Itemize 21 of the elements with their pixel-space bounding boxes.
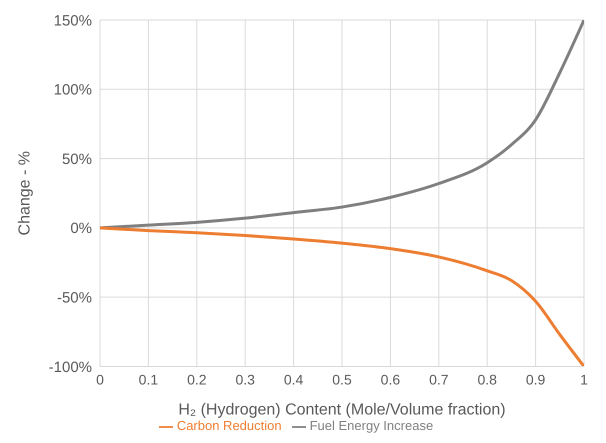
x-tick-label: 0.5 (332, 371, 352, 388)
x-tick-label: 0.2 (187, 371, 207, 388)
y-tick-label: 100% (54, 82, 92, 99)
x-axis-title: H₂ (Hydrogen) Content (Mole/Volume fraction) (178, 401, 506, 418)
legend-label: Carbon Reduction (176, 418, 282, 434)
y-axis-title: Change - % (16, 150, 34, 236)
legend-label: Fuel Energy Increase (310, 418, 434, 434)
y-tick-label: -100% (48, 358, 92, 376)
x-tick-label: 0.7 (429, 371, 449, 388)
x-tick-label: 0 (96, 371, 104, 388)
y-tick-label: 150% (54, 12, 92, 30)
x-tick-label: 0.9 (526, 371, 546, 388)
y-tick-label: 50% (62, 150, 92, 168)
x-tick-label: 1 (580, 371, 588, 388)
x-tick-label: 0.1 (138, 371, 158, 388)
x-tick-label: 0.8 (477, 371, 498, 388)
y-tick-label: 0% (70, 220, 92, 238)
x-tick-label: 0.4 (284, 371, 304, 388)
x-tick-label: 0.3 (235, 371, 256, 388)
x-tick-label: 0.6 (380, 371, 400, 388)
y-tick-label: -50% (56, 289, 92, 306)
